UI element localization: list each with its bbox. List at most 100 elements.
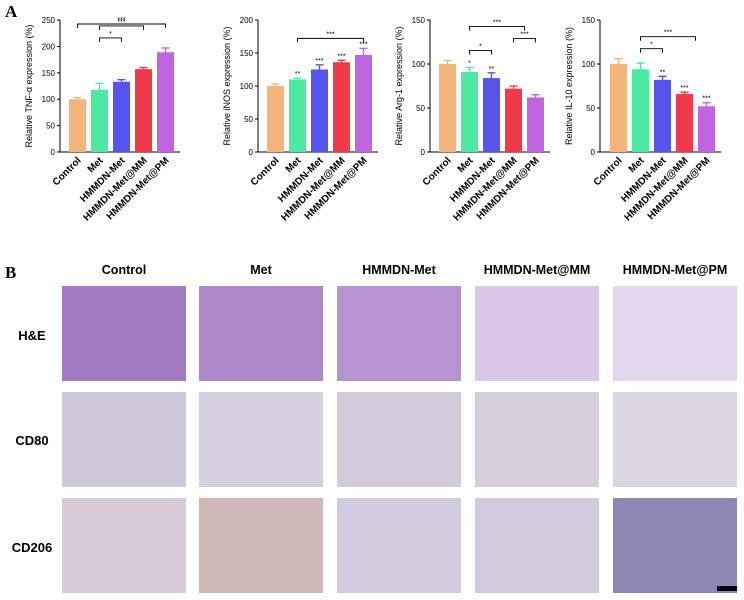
x-tick-label: Control	[421, 155, 454, 188]
bar	[439, 64, 456, 152]
y-tick-label: 100	[42, 95, 56, 104]
significance-bracket-label: ***	[117, 17, 125, 24]
y-tick-label: 50	[46, 122, 55, 131]
significance-bracket	[297, 37, 364, 43]
y-tick-label: 100	[582, 60, 596, 69]
col-label-hmmdn-met-pm: HMMDN-Met@PM	[622, 263, 728, 277]
y-tick-label: 50	[586, 104, 595, 113]
y-axis-label: Relative Arg-1 expression (%)	[394, 26, 404, 145]
bar	[483, 78, 500, 152]
significance-bracket	[513, 38, 536, 43]
y-axis-label: Relative TNF-α expression (%)	[24, 24, 34, 147]
scale-bar	[717, 586, 737, 591]
significance-bracket-label: *	[479, 43, 482, 50]
bar	[527, 97, 544, 152]
panel-label-a: A	[5, 2, 18, 21]
micrograph-cd80-hmmdn-met	[337, 392, 461, 487]
y-tick-label: 150	[412, 16, 426, 25]
micrograph-cd80-control	[62, 392, 186, 487]
arg1-bar-chart: 0 50 100 150 Relative Arg-1 expression (%) Co…	[394, 16, 550, 223]
significance-bracket-label: ***	[520, 31, 528, 38]
y-tick-label: 150	[240, 49, 254, 58]
significance-bracket	[77, 23, 166, 28]
significance-label: *	[468, 61, 471, 68]
significance-bracket-label: ***	[493, 19, 501, 26]
micrograph-cd80-hmmdn-met-pm	[613, 392, 737, 487]
significance-bracket-label: ***	[326, 31, 334, 38]
significance-label: ***	[315, 58, 323, 65]
bar	[461, 71, 478, 152]
micrograph-he-hmmdn-met-pm	[613, 286, 737, 381]
bar	[632, 69, 649, 152]
x-tick-label: Control	[249, 155, 282, 188]
il10-bar-chart: 0 50 100 150 Relative IL-10 expression (%) Co…	[564, 16, 721, 223]
micrograph-he-hmmdn-met-mm	[475, 286, 599, 381]
bar	[355, 54, 372, 153]
micrograph-cd206-control	[62, 498, 186, 593]
y-tick-label: 200	[42, 42, 56, 51]
x-tick-label: Control	[51, 155, 84, 188]
bar	[654, 79, 671, 152]
col-label-met: Met	[250, 263, 272, 277]
col-label-hmmdn-met: HMMDN-Met	[362, 263, 436, 277]
significance-bracket-label: *	[109, 31, 112, 38]
y-tick-label: 50	[416, 104, 425, 113]
bar	[505, 88, 522, 152]
panel-label-b: B	[5, 263, 17, 282]
bar	[135, 69, 152, 152]
col-label-hmmdn-met-mm: HMMDN-Met@MM	[483, 263, 591, 277]
significance-bracket-label: ***	[117, 19, 125, 26]
significance-bracket	[99, 25, 144, 30]
row-label-he: H&E	[18, 328, 46, 343]
micrograph-he-control	[62, 286, 186, 381]
significance-bracket	[469, 50, 492, 55]
bar	[333, 62, 350, 152]
significance-bracket-label: ***	[664, 30, 672, 37]
bar	[157, 52, 174, 152]
y-tick-label: 250	[42, 16, 56, 25]
significance-label: **	[295, 71, 301, 78]
bar	[69, 99, 86, 152]
significance-bracket	[640, 36, 696, 41]
micrograph-he-hmmdn-met	[337, 286, 461, 381]
micrograph-cd206-hmmdn-met	[337, 498, 461, 593]
tnf-alpha-bar-chart: 0 50 100 150 200 250 Relative TNF-α expression…	[24, 16, 180, 223]
bar	[91, 89, 108, 152]
y-tick-label: 150	[582, 16, 596, 25]
bar	[113, 81, 130, 152]
significance-bracket	[640, 48, 663, 53]
bar	[267, 86, 284, 152]
bar	[289, 79, 306, 152]
y-tick-label: 100	[412, 60, 426, 69]
y-tick-label: 0	[249, 148, 254, 157]
micrograph-cd206-met	[199, 498, 323, 593]
bar	[676, 93, 693, 152]
micrograph-he-met	[199, 286, 323, 381]
col-label-control: Control	[101, 263, 147, 277]
significance-bracket	[99, 37, 122, 42]
significance-bracket-label: *	[650, 42, 653, 49]
bar	[698, 106, 715, 152]
inos-bar-chart: 0 50 100 150 200 Relative iNOS expression (%)…	[222, 16, 378, 223]
y-axis-label: Relative IL-10 expression (%)	[564, 27, 574, 145]
significance-label: ***	[680, 85, 688, 92]
micrograph-cd206-hmmdn-met-mm	[475, 498, 599, 593]
significance-label: **	[660, 69, 666, 76]
bar	[610, 64, 627, 152]
bar	[311, 69, 328, 152]
y-tick-label: 0	[591, 148, 596, 157]
y-tick-label: 150	[42, 69, 56, 78]
y-axis-label: Relative iNOS expression (%)	[222, 26, 232, 145]
row-label-cd80: CD80	[15, 433, 49, 448]
y-tick-label: 100	[240, 82, 254, 91]
y-tick-label: 0	[421, 148, 426, 157]
micrograph-cd80-hmmdn-met-mm	[475, 392, 599, 487]
significance-label: ***	[359, 41, 367, 48]
significance-label: **	[489, 66, 495, 73]
row-label-cd206: CD206	[11, 540, 53, 555]
y-tick-label: 50	[244, 115, 253, 124]
y-tick-label: 200	[240, 16, 254, 25]
y-tick-label: 0	[51, 148, 56, 157]
micrograph-cd206-hmmdn-met-pm	[613, 498, 737, 593]
significance-bracket	[469, 26, 525, 31]
